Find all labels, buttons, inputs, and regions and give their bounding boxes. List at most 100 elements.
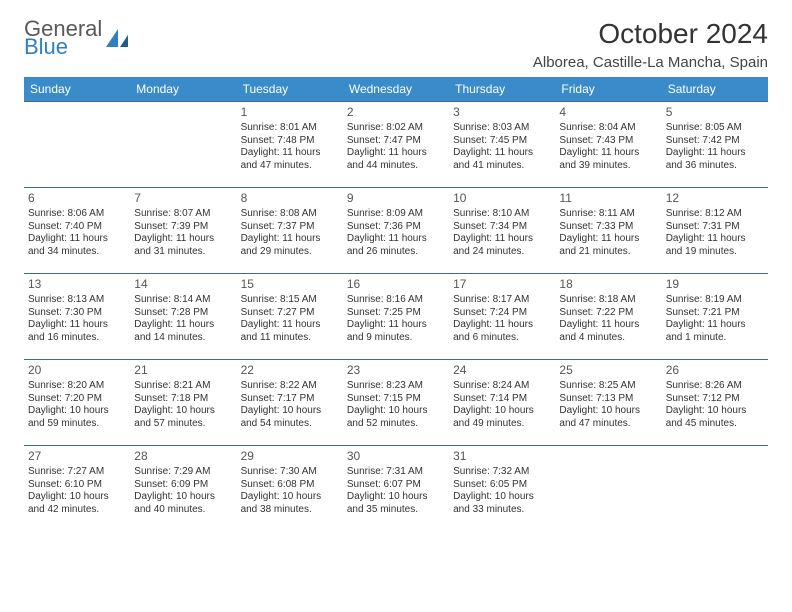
sunset-text: Sunset: 7:45 PM	[453, 135, 551, 148]
day-header: Thursday	[449, 77, 555, 102]
calendar-week-row: 6Sunrise: 8:06 AMSunset: 7:40 PMDaylight…	[24, 188, 768, 274]
day-number: 10	[453, 191, 551, 206]
daylight-text: Daylight: 10 hours and 47 minutes.	[559, 405, 657, 430]
sunrise-text: Sunrise: 8:23 AM	[347, 380, 445, 393]
day-number: 11	[559, 191, 657, 206]
sunrise-text: Sunrise: 8:08 AM	[241, 208, 339, 221]
sunrise-text: Sunrise: 8:12 AM	[666, 208, 764, 221]
day-number: 20	[28, 363, 126, 378]
day-number: 4	[559, 105, 657, 120]
day-header: Tuesday	[237, 77, 343, 102]
logo: General Blue	[24, 18, 130, 58]
sunset-text: Sunset: 7:30 PM	[28, 307, 126, 320]
calendar-week-row: 27Sunrise: 7:27 AMSunset: 6:10 PMDayligh…	[24, 446, 768, 532]
sunrise-text: Sunrise: 8:20 AM	[28, 380, 126, 393]
daylight-text: Daylight: 11 hours and 19 minutes.	[666, 233, 764, 258]
month-title: October 2024	[533, 18, 768, 50]
calendar-cell: 30Sunrise: 7:31 AMSunset: 6:07 PMDayligh…	[343, 446, 449, 532]
sunset-text: Sunset: 7:12 PM	[666, 393, 764, 406]
calendar-week-row: 13Sunrise: 8:13 AMSunset: 7:30 PMDayligh…	[24, 274, 768, 360]
day-header: Wednesday	[343, 77, 449, 102]
daylight-text: Daylight: 11 hours and 36 minutes.	[666, 147, 764, 172]
calendar-cell: 14Sunrise: 8:14 AMSunset: 7:28 PMDayligh…	[130, 274, 236, 360]
calendar-cell: 5Sunrise: 8:05 AMSunset: 7:42 PMDaylight…	[662, 102, 768, 188]
calendar-cell: 13Sunrise: 8:13 AMSunset: 7:30 PMDayligh…	[24, 274, 130, 360]
day-number: 12	[666, 191, 764, 206]
daylight-text: Daylight: 11 hours and 31 minutes.	[134, 233, 232, 258]
calendar-page: General Blue October 2024 Alborea, Casti…	[0, 0, 792, 550]
calendar-cell: 27 Sunrise: 7:27 AMSunset: 6:10 PMDayligh…	[24, 446, 130, 532]
calendar-cell: 31Sunrise: 7:32 AMSunset: 6:05 PMDayligh…	[449, 446, 555, 532]
day-number: 13	[28, 277, 126, 292]
sunrise-text: Sunrise: 8:18 AM	[559, 294, 657, 307]
daylight-text: Daylight: 11 hours and 4 minutes.	[559, 319, 657, 344]
calendar-cell: 6Sunrise: 8:06 AMSunset: 7:40 PMDaylight…	[24, 188, 130, 274]
sunrise-text: Sunrise: 8:10 AM	[453, 208, 551, 221]
day-number: 15	[241, 277, 339, 292]
sunset-text: Sunset: 7:37 PM	[241, 221, 339, 234]
daylight-text: Daylight: 11 hours and 21 minutes.	[559, 233, 657, 258]
sunrise-text: Sunrise: 8:24 AM	[453, 380, 551, 393]
daylight-text: Daylight: 11 hours and 41 minutes.	[453, 147, 551, 172]
calendar-cell	[130, 102, 236, 188]
sunset-text: Sunset: 7:34 PM	[453, 221, 551, 234]
day-number: 27	[28, 449, 126, 464]
sunset-text: Sunset: 7:43 PM	[559, 135, 657, 148]
daylight-text: Daylight: 10 hours and 38 minutes.	[241, 491, 339, 516]
day-number: 17	[453, 277, 551, 292]
sunset-text: Sunset: 7:33 PM	[559, 221, 657, 234]
sunset-text: Sunset: 6:09 PM	[134, 479, 232, 492]
daylight-text: Daylight: 10 hours and 45 minutes.	[666, 405, 764, 430]
sunset-text: Sunset: 7:24 PM	[453, 307, 551, 320]
calendar-cell: 28Sunrise: 7:29 AMSunset: 6:09 PMDayligh…	[130, 446, 236, 532]
day-number: 24	[453, 363, 551, 378]
day-number: 3	[453, 105, 551, 120]
sunset-text: Sunset: 6:10 PM	[28, 479, 126, 492]
logo-text: General Blue	[24, 18, 102, 58]
day-number: 25	[559, 363, 657, 378]
sunrise-text: Sunrise: 8:01 AM	[241, 122, 339, 135]
calendar-cell: 25Sunrise: 8:25 AMSunset: 7:13 PMDayligh…	[555, 360, 661, 446]
daylight-text: Daylight: 10 hours and 42 minutes.	[28, 491, 126, 516]
daylight-text: Daylight: 11 hours and 47 minutes.	[241, 147, 339, 172]
calendar-cell: 20Sunrise: 8:20 AMSunset: 7:20 PMDayligh…	[24, 360, 130, 446]
day-header: Friday	[555, 77, 661, 102]
calendar-cell: 9Sunrise: 8:09 AMSunset: 7:36 PMDaylight…	[343, 188, 449, 274]
daylight-text: Daylight: 11 hours and 1 minute.	[666, 319, 764, 344]
day-number: 22	[241, 363, 339, 378]
sunset-text: Sunset: 7:28 PM	[134, 307, 232, 320]
daylight-text: Daylight: 11 hours and 16 minutes.	[28, 319, 126, 344]
day-number: 1	[241, 105, 339, 120]
sunrise-text: Sunrise: 7:29 AM	[134, 466, 232, 479]
calendar-cell	[662, 446, 768, 532]
sunset-text: Sunset: 7:22 PM	[559, 307, 657, 320]
day-number: 16	[347, 277, 445, 292]
daylight-text: Daylight: 10 hours and 59 minutes.	[28, 405, 126, 430]
day-number: 8	[241, 191, 339, 206]
day-number: 5	[666, 105, 764, 120]
sunrise-text: Sunrise: 7:27 AM	[28, 466, 126, 479]
sunset-text: Sunset: 7:27 PM	[241, 307, 339, 320]
daylight-text: Daylight: 11 hours and 6 minutes.	[453, 319, 551, 344]
header-row: General Blue October 2024 Alborea, Casti…	[24, 18, 768, 71]
sunrise-text: Sunrise: 8:26 AM	[666, 380, 764, 393]
sunset-text: Sunset: 7:18 PM	[134, 393, 232, 406]
calendar-cell: 11Sunrise: 8:11 AMSunset: 7:33 PMDayligh…	[555, 188, 661, 274]
sunrise-text: Sunrise: 7:31 AM	[347, 466, 445, 479]
sunset-text: Sunset: 6:07 PM	[347, 479, 445, 492]
sunrise-text: Sunrise: 8:16 AM	[347, 294, 445, 307]
day-header: Saturday	[662, 77, 768, 102]
title-block: October 2024 Alborea, Castille-La Mancha…	[533, 18, 768, 71]
day-number: 23	[347, 363, 445, 378]
sunrise-text: Sunrise: 8:09 AM	[347, 208, 445, 221]
day-number: 21	[134, 363, 232, 378]
sunrise-text: Sunrise: 8:25 AM	[559, 380, 657, 393]
calendar-cell: 17Sunrise: 8:17 AMSunset: 7:24 PMDayligh…	[449, 274, 555, 360]
day-number: 7	[134, 191, 232, 206]
calendar-cell: 29Sunrise: 7:30 AMSunset: 6:08 PMDayligh…	[237, 446, 343, 532]
calendar-cell	[555, 446, 661, 532]
calendar-cell: 22Sunrise: 8:22 AMSunset: 7:17 PMDayligh…	[237, 360, 343, 446]
day-header: Monday	[130, 77, 236, 102]
sail-icon	[104, 27, 130, 54]
calendar-cell: 18Sunrise: 8:18 AMSunset: 7:22 PMDayligh…	[555, 274, 661, 360]
